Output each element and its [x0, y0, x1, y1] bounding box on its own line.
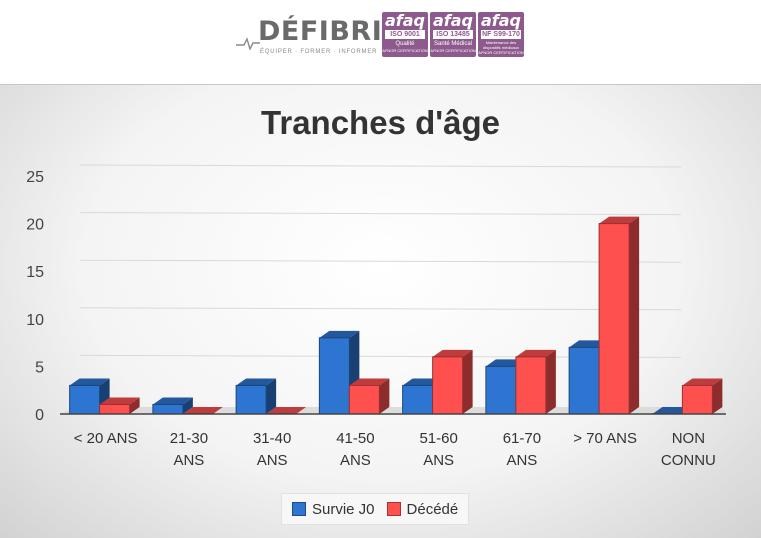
cert-foot: AFNOR CERTIFICATION	[478, 50, 524, 55]
bar	[568, 346, 600, 415]
legend-swatch	[386, 502, 401, 516]
bar-top	[236, 378, 277, 386]
bar	[485, 365, 517, 415]
x-tick-label: 51-60 ANS	[419, 430, 458, 469]
header: DÉFIBRIL ÉQUIPER · FORMER · INFORMER afa…	[0, 0, 761, 82]
bar-top	[682, 378, 723, 386]
brand-logo: DÉFIBRIL ÉQUIPER · FORMER · INFORMER	[236, 14, 399, 60]
cert-name: afaq	[480, 11, 521, 30]
gridline	[79, 307, 682, 311]
x-tick-label: 31-40 ANS	[252, 430, 292, 469]
bar-top	[432, 349, 473, 357]
bar	[99, 403, 131, 415]
cert-foot: AFNOR CERTIFICATION	[382, 48, 428, 53]
bar	[432, 356, 464, 415]
legend-swatch	[292, 502, 306, 516]
legend-label: Décédé	[406, 500, 459, 518]
bar-side	[379, 378, 390, 414]
gridline	[79, 164, 682, 168]
x-tick-label: < 20 ANS	[73, 430, 138, 447]
bar-side	[545, 349, 556, 414]
x-tick-label: 21-30 ANS	[169, 430, 209, 469]
cert-name: afaq	[432, 11, 473, 30]
cert-sub: Maintenance des dispositifs médicaux	[483, 40, 519, 50]
bar	[402, 384, 434, 415]
y-tick-label: 20	[26, 217, 44, 234]
x-tick-label: 41-50 ANS	[336, 430, 375, 469]
bar	[69, 384, 101, 415]
bar-top	[152, 397, 193, 405]
y-tick-label: 10	[26, 312, 44, 329]
cert-sub: Santé Médical	[433, 41, 473, 47]
cert-code: NF S99-170	[481, 30, 521, 39]
y-tick-label: 15	[26, 264, 44, 281]
bar-side	[266, 378, 277, 414]
legend-item-survie: Survie J0	[292, 501, 375, 518]
bar-top	[319, 330, 360, 338]
bar-side	[462, 349, 473, 414]
bar	[235, 384, 267, 415]
gridline	[79, 259, 682, 263]
bar-top	[182, 407, 223, 414]
cert-sub: Qualité	[395, 41, 415, 47]
bar-top	[99, 397, 140, 405]
brand-name: DÉFIBRIL	[258, 16, 400, 47]
heartbeat-icon	[236, 37, 260, 50]
bar	[515, 356, 547, 415]
cert-code: ISO 9001	[385, 30, 425, 39]
brand-tagline: ÉQUIPER · FORMER · INFORMER	[260, 49, 378, 55]
cert-code: ISO 13485	[433, 30, 473, 39]
bar	[598, 223, 630, 415]
y-tick-label: 0	[35, 407, 44, 424]
bar-side	[712, 378, 723, 414]
bar-top	[266, 407, 307, 414]
bar	[318, 337, 350, 415]
cert-foot: AFNOR CERTIFICATION	[430, 48, 476, 53]
y-tick-label: 5	[35, 359, 44, 376]
bar-side	[182, 397, 193, 414]
gridline	[79, 212, 682, 216]
floor	[60, 407, 726, 414]
legend-item-decede: Décédé	[386, 500, 459, 518]
y-tick-label: 25	[26, 169, 44, 186]
bar	[152, 403, 184, 415]
cert-badge-nfs99170: afaq NF S99-170 Maintenance des disposit…	[478, 12, 524, 57]
bar	[348, 384, 380, 415]
cert-name: afaq	[384, 11, 425, 30]
cert-badge-iso9001: afaq ISO 9001 Qualité AFNOR CERTIFICATIO…	[382, 12, 428, 57]
chart-title: Tranches d'âge	[261, 104, 500, 141]
x-tick-label: 61-70 ANS	[502, 430, 542, 469]
bar	[681, 384, 713, 415]
chart-legend: Survie J0 Décédé	[281, 493, 470, 525]
bar-side	[629, 216, 640, 414]
x-tick-label: > 70 ANS	[573, 430, 638, 447]
legend-label: Survie J0	[312, 500, 375, 518]
bar-side	[129, 397, 140, 414]
x-tick-label: NON CONNU	[660, 430, 716, 469]
cert-badge-iso13485: afaq ISO 13485 Santé Médical AFNOR CERTI…	[430, 12, 476, 57]
bar-top	[515, 349, 556, 357]
bar-top	[599, 216, 640, 224]
bar-top	[349, 378, 390, 386]
bar-top	[69, 378, 110, 386]
